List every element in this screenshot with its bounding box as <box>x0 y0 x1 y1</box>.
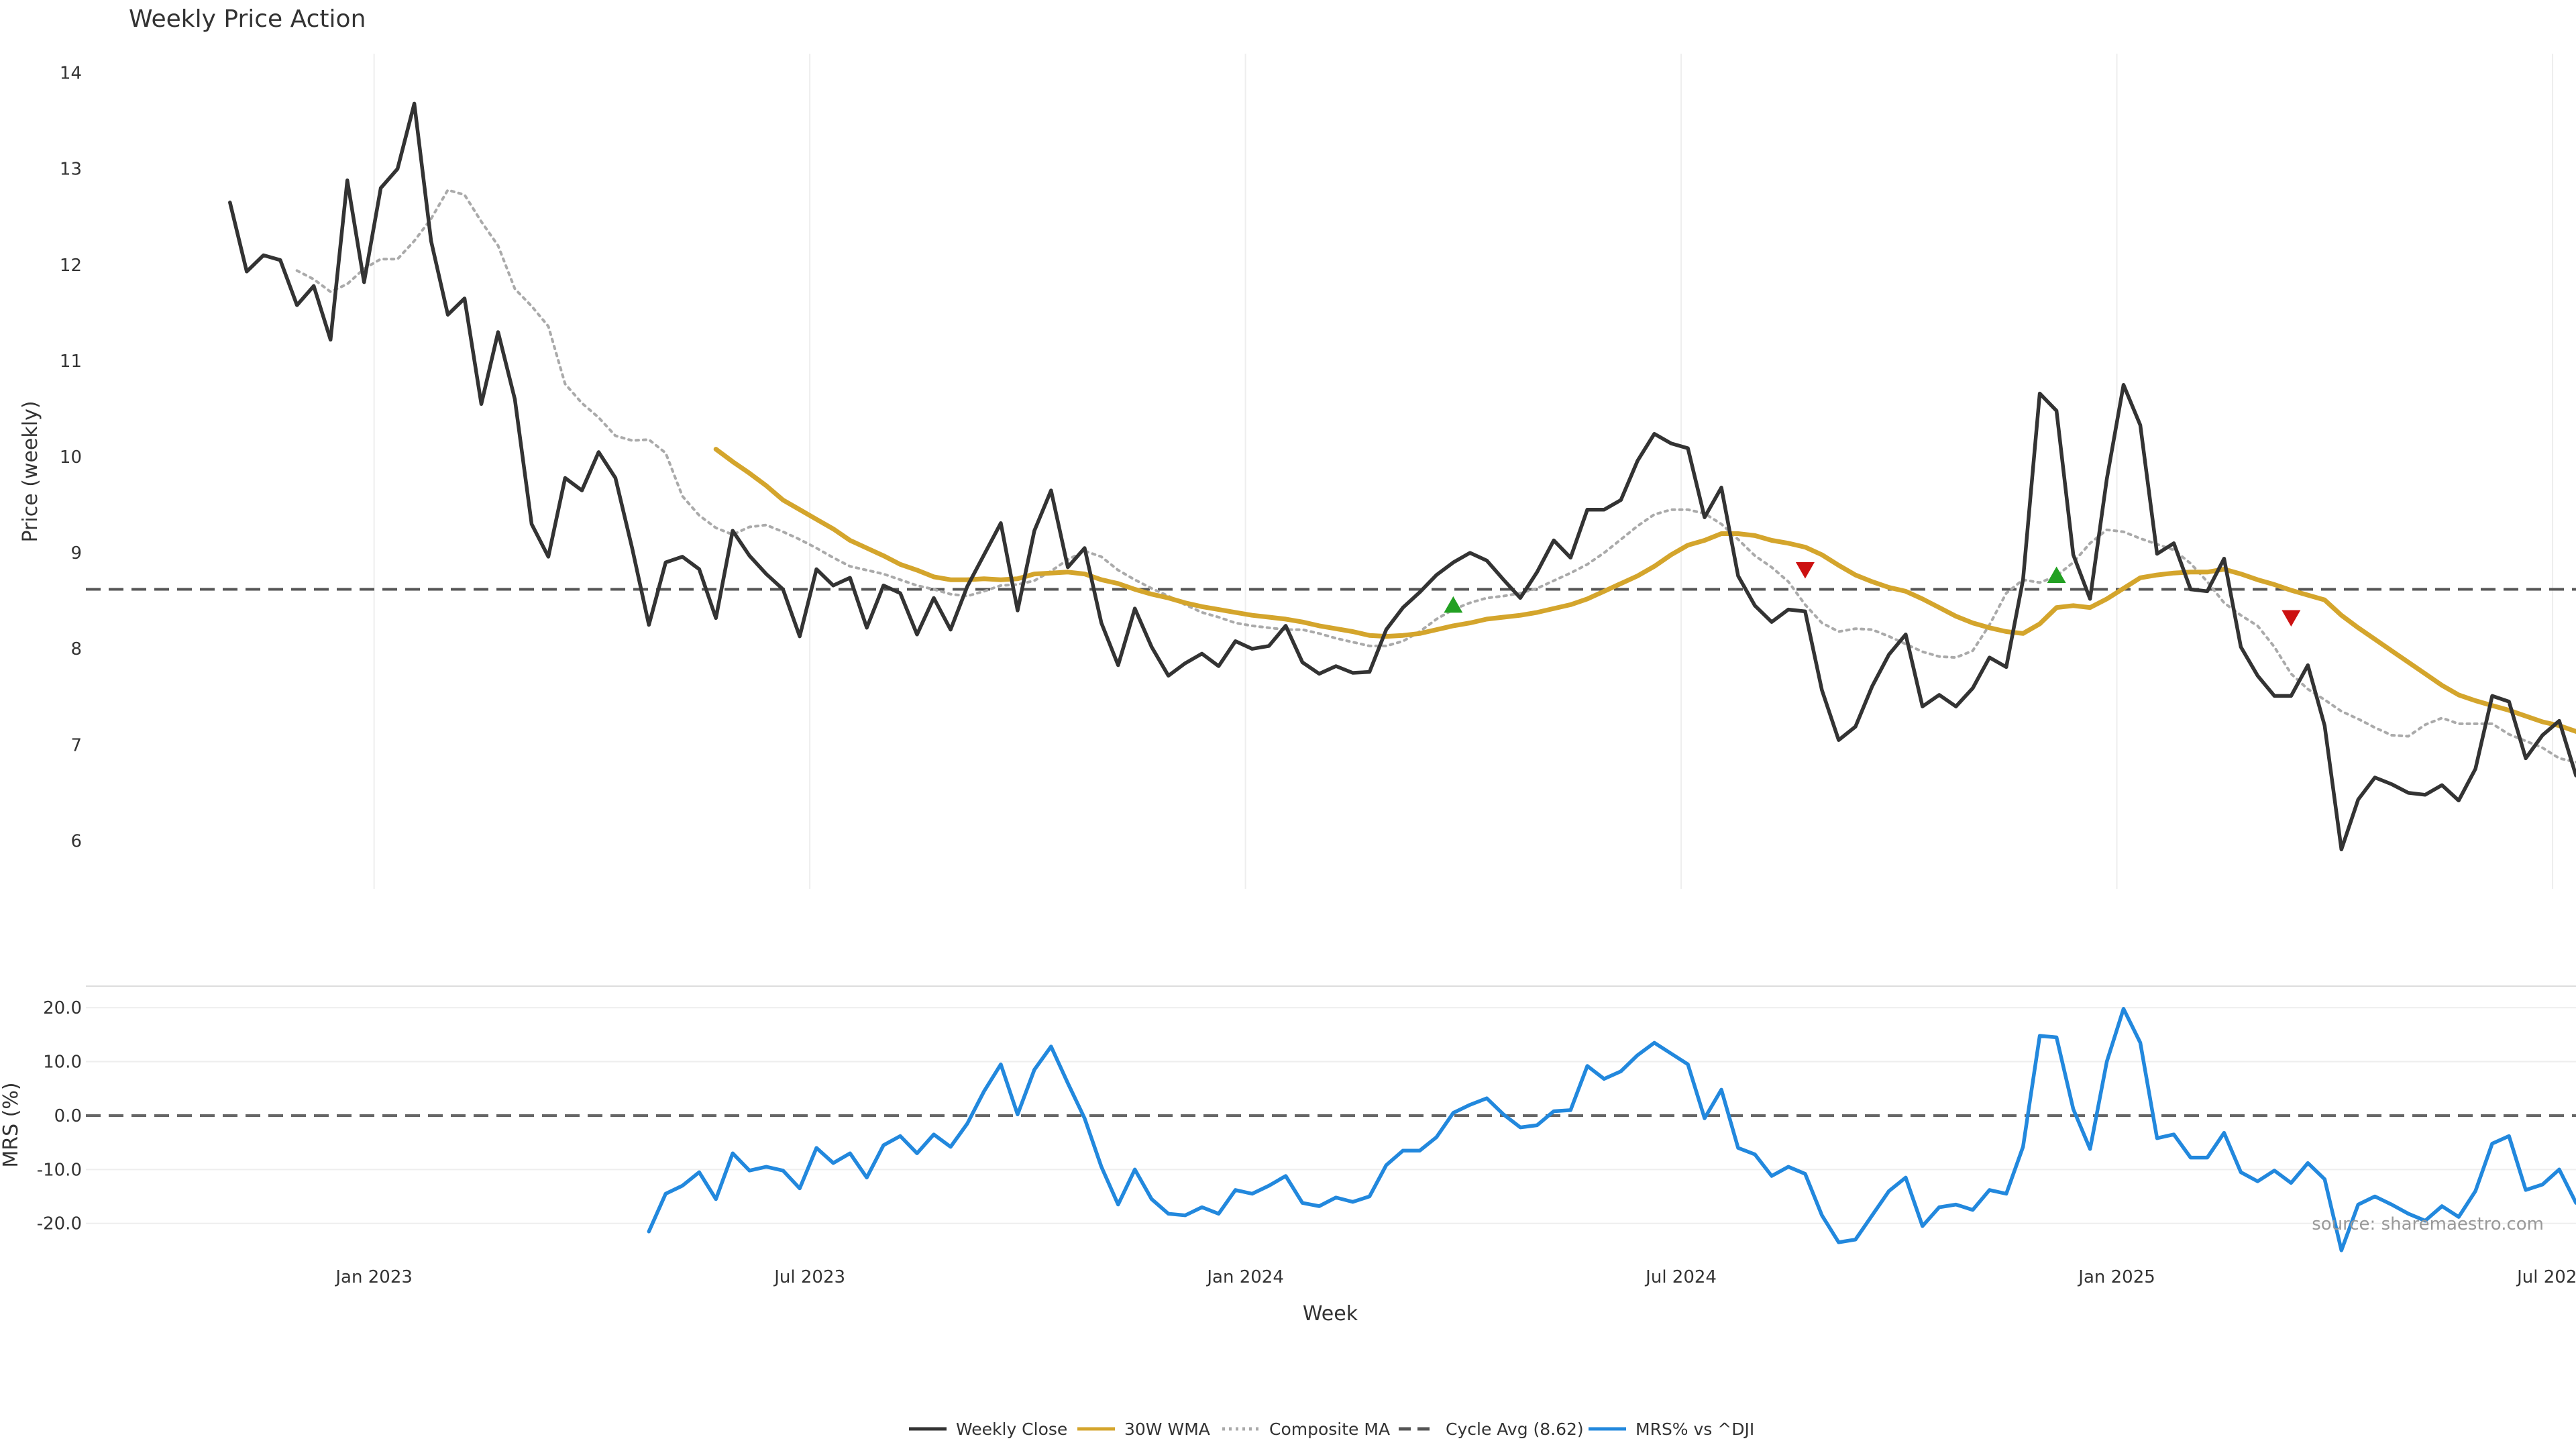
price-series <box>228 101 2576 852</box>
mrs-y-ticks: -20.0 -10.0 0.0 10.0 20.0 <box>37 998 82 1234</box>
wma-30w-line <box>713 447 2576 735</box>
price-y-tick-label: 13 <box>60 160 82 180</box>
x-tick-label: Jan 2024 <box>1205 1267 1284 1287</box>
x-tick-label: Jul 2024 <box>1644 1267 1717 1287</box>
price-y-tick-label: 7 <box>70 735 82 755</box>
x-tick-label: Jul 2025 <box>2516 1267 2576 1287</box>
price-y-tick-label: 12 <box>60 256 82 276</box>
legend-label: Composite MA <box>1269 1419 1390 1439</box>
chart-title: Weekly Price Action <box>129 5 366 33</box>
x-ticks: Jan 2023 Jul 2023 Jan 2024 Jul 2024 Jan 2025… <box>334 1267 2576 1287</box>
price-y-tick-label: 9 <box>70 543 82 564</box>
mrs-y-tick-label: 0.0 <box>54 1106 82 1126</box>
sell-signal-marker <box>2282 610 2301 627</box>
x-tick-label: Jul 2023 <box>773 1267 845 1287</box>
mrs-y-tick-label: 10.0 <box>43 1053 82 1073</box>
price-y-tick-label: 10 <box>60 447 82 468</box>
watermark: source: sharemaestro.com <box>2312 1214 2544 1234</box>
price-grid <box>373 54 2554 889</box>
x-tick-label: Jan 2023 <box>334 1267 413 1287</box>
price-y-tick-label: 6 <box>70 831 82 851</box>
price-y-ticks: 6 7 8 9 10 11 12 13 14 <box>60 64 82 852</box>
price-y-tick-label: 11 <box>60 352 82 372</box>
mrs-line <box>647 1007 2576 1252</box>
mrs-grid <box>86 985 2576 1224</box>
mrs-series <box>647 1007 2576 1252</box>
mrs-y-axis-label: MRS (%) <box>0 1082 23 1167</box>
x-axis-label: Week <box>1303 1302 1358 1326</box>
mrs-y-tick-label: -20.0 <box>37 1214 82 1234</box>
signal-markers <box>1444 561 2301 627</box>
price-y-tick-label: 8 <box>70 639 82 659</box>
price-y-axis-label: Price (weekly) <box>19 400 42 542</box>
legend: Weekly Close 30W WMA Composite MA Cycle Avg… <box>909 1419 1754 1439</box>
x-tick-label: Jan 2025 <box>2077 1267 2155 1287</box>
mrs-y-tick-label: 20.0 <box>43 998 82 1018</box>
weekly-close-line <box>228 101 2576 852</box>
composite-ma-line <box>295 189 2576 764</box>
mrs-y-tick-label: -10.0 <box>37 1160 82 1180</box>
buy-signal-marker <box>2047 566 2066 583</box>
legend-label: Cycle Avg (8.62) <box>1446 1419 1584 1439</box>
buy-signal-marker <box>1444 596 1463 613</box>
price-y-tick-label: 14 <box>60 64 82 84</box>
legend-label: Weekly Close <box>956 1419 1067 1439</box>
legend-label: MRS% vs ^DJI <box>1635 1419 1754 1439</box>
legend-label: 30W WMA <box>1124 1419 1210 1439</box>
sell-signal-marker <box>1795 561 1815 579</box>
